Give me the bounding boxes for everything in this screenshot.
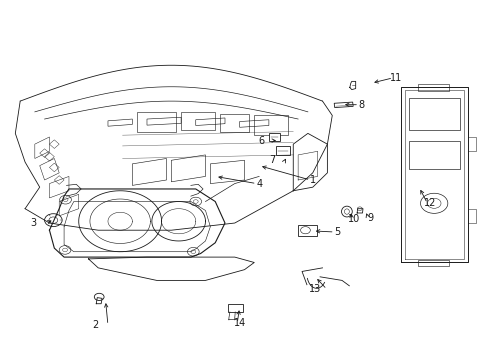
- Text: 1: 1: [309, 175, 315, 185]
- Bar: [417, 84, 448, 91]
- Text: 12: 12: [423, 198, 435, 208]
- Bar: [408, 140, 459, 169]
- Bar: [276, 146, 289, 155]
- Text: 9: 9: [366, 213, 373, 222]
- Bar: [268, 134, 279, 140]
- Bar: [408, 98, 459, 130]
- Text: 5: 5: [333, 227, 340, 237]
- Text: 10: 10: [347, 215, 360, 224]
- Circle shape: [44, 214, 62, 226]
- Text: 2: 2: [92, 320, 99, 330]
- Bar: [227, 304, 242, 312]
- Bar: [417, 260, 448, 266]
- Circle shape: [94, 293, 104, 301]
- Text: 7: 7: [269, 155, 275, 165]
- Bar: [298, 225, 316, 235]
- Text: 3: 3: [31, 218, 37, 228]
- Text: 11: 11: [389, 73, 401, 83]
- Ellipse shape: [341, 206, 351, 217]
- Text: 13: 13: [308, 284, 320, 294]
- Text: 4: 4: [256, 179, 262, 189]
- Circle shape: [357, 207, 362, 211]
- Bar: [333, 102, 352, 108]
- Text: 14: 14: [233, 319, 245, 328]
- Text: 6: 6: [258, 136, 264, 145]
- Text: 8: 8: [358, 100, 364, 110]
